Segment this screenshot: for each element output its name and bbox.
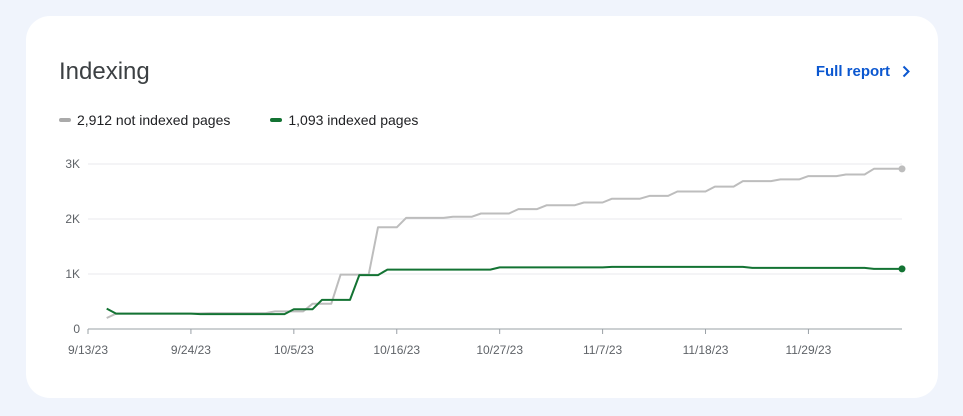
chart-legend: 2,912 not indexed pages 1,093 indexed pa… [59,112,418,128]
series-line-not-indexed [106,167,902,319]
full-report-label: Full report [815,63,890,80]
card-title: Indexing [59,58,150,85]
legend-label-not-indexed: 2,912 not indexed pages [77,112,231,128]
legend-item-indexed[interactable]: 1,093 indexed pages [270,112,418,128]
y-tick-label: 0 [73,322,80,336]
y-tick-label: 2K [65,212,80,226]
x-tick-label: 11/7/23 [583,343,622,357]
x-tick-label: 9/13/23 [68,343,108,357]
legend-item-not-indexed[interactable]: 2,912 not indexed pages [59,112,230,128]
chevron-right-icon [902,65,910,78]
legend-swatch-not-indexed [59,118,71,122]
x-tick-label: 11/18/23 [683,343,729,357]
y-tick-label: 1K [65,267,80,281]
full-report-link[interactable]: Full report [816,63,910,80]
indexing-card: Indexing Full report 2,912 not indexed p… [26,16,938,398]
x-tick-label: 10/16/23 [373,343,420,357]
x-tick-label: 11/29/23 [786,343,832,357]
series-end-point-not-indexed [898,165,906,173]
legend-label-indexed: 1,093 indexed pages [288,112,419,128]
x-tick-label: 10/27/23 [476,343,523,357]
series-line-indexed [106,265,902,316]
y-tick-label: 3K [65,157,80,171]
series-end-point-indexed [898,265,906,273]
x-tick-label: 10/5/23 [274,343,314,357]
x-tick-label: 9/24/23 [171,343,211,357]
legend-swatch-indexed [270,118,283,122]
